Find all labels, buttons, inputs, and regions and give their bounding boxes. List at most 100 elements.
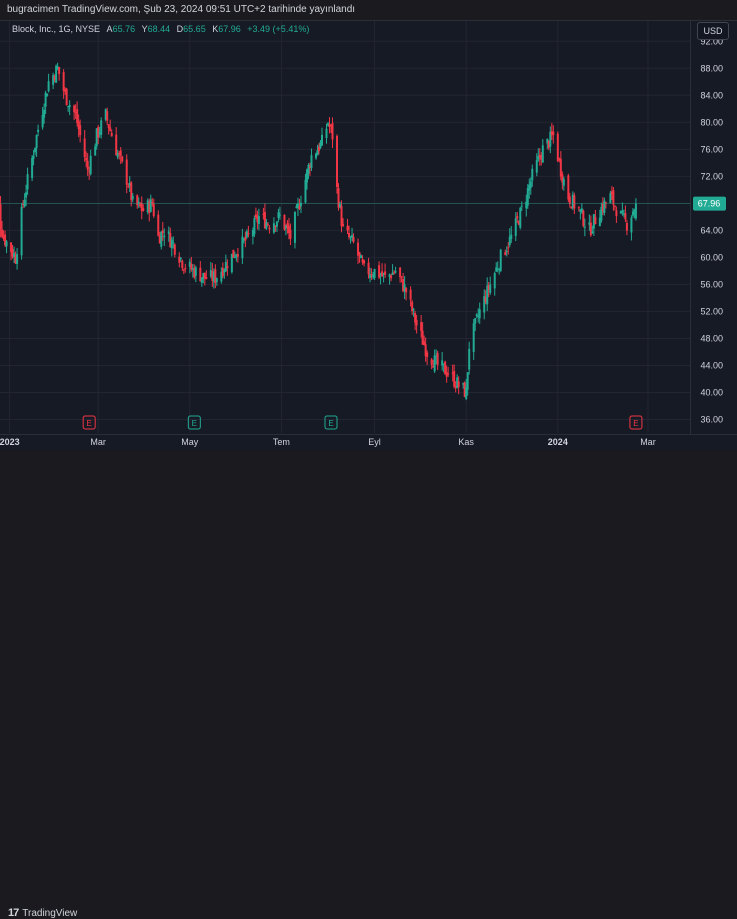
candle-body [256,215,259,223]
candle-body [305,169,308,183]
candle-body [152,203,155,216]
candle-body [352,237,355,242]
candle-body [465,387,468,399]
candle-body [205,276,208,279]
candle-body [411,301,414,312]
candle-body [348,232,351,238]
candle-body [531,168,534,181]
candle-body [529,181,532,188]
candle-body [621,210,624,213]
candle-body [612,190,615,205]
candle-body [528,184,531,191]
candle-body [421,330,424,345]
candle-body [600,206,603,221]
candle-body [118,153,121,155]
candle-body [43,109,46,118]
earnings-marker [187,415,201,430]
high-label: Y [141,24,148,34]
candle-body [571,194,574,209]
grid-lines [0,21,690,433]
candle-body [472,323,475,353]
candle-body [26,174,29,190]
candle-body [486,285,489,305]
candle-body [275,221,278,227]
candle-body [577,207,580,209]
candle-body [400,276,403,278]
candle-body [510,234,513,239]
candle-body [519,207,522,228]
candle-body [23,199,26,207]
candle-body [314,153,317,159]
candle-body [373,268,376,279]
candle-body [163,235,166,238]
candle-body [83,138,86,158]
last-price-group: 67.96 [0,196,726,211]
candle-body [278,214,281,216]
tradingview-logo[interactable]: 17 TradingView [8,907,77,919]
candle-body [44,92,47,107]
currency-button[interactable]: USD [697,22,729,40]
candle-body [16,253,19,265]
price-scale[interactable] [690,20,737,435]
candle-body [149,199,152,212]
candle-body [41,114,44,128]
candle-body [182,269,185,271]
candle-body [142,208,145,211]
candle-body [402,279,405,292]
candle-body [0,204,2,229]
y-tick-label: 52.00 [700,306,723,316]
candle-body [94,146,97,156]
candle-body [95,128,98,147]
candle-body [13,253,16,258]
candle-body [214,269,217,284]
candle-body [468,348,471,370]
candle-body [349,236,352,238]
candle-body [609,193,612,204]
x-tick-labels: 212023MarMayTemEylKas2024Mar [0,437,656,447]
candle-body [508,236,511,246]
candle-body [342,224,345,226]
x-tick-label: Eyl [368,437,381,447]
candle-body [319,141,322,148]
candle-body [622,213,625,215]
candle-body [139,202,142,207]
candle-body [253,218,256,235]
candle-body [499,249,502,271]
candlestick-chart[interactable]: 92.0088.0084.0080.0076.0072.0068.0064.00… [0,0,737,450]
candle-body [53,76,56,80]
candle-body [277,212,280,218]
candle-body [179,257,182,260]
candle-body [558,158,561,160]
candle-body [337,188,340,208]
candle-body [223,270,226,273]
candle-body [568,196,571,205]
candle-body [86,160,89,170]
earnings-marker-label: E [328,419,333,428]
candle-body [190,263,193,270]
candle-body [310,155,313,168]
candle-body [540,155,543,160]
y-tick-label: 84.00 [700,90,723,100]
candle-body [634,203,637,219]
candle-body [107,124,110,128]
candle-body [624,213,627,220]
candle-body [447,373,450,375]
candle-body [601,203,604,212]
candle-body [169,233,172,248]
candle-body [420,322,423,331]
candle-body [484,297,487,302]
close-value: 67.96 [218,24,241,34]
candle-body [483,296,486,313]
candle-body [194,267,197,276]
time-scale[interactable] [0,434,737,451]
candle-body [423,341,426,345]
candle-body [85,157,88,161]
candle-body [191,268,194,271]
candle-body [193,268,196,278]
candle-body [68,104,71,108]
candle-body [436,352,439,365]
candle-body [328,124,331,127]
earnings-marker [324,415,338,430]
candle-body [573,195,576,209]
candle-body [504,252,507,255]
